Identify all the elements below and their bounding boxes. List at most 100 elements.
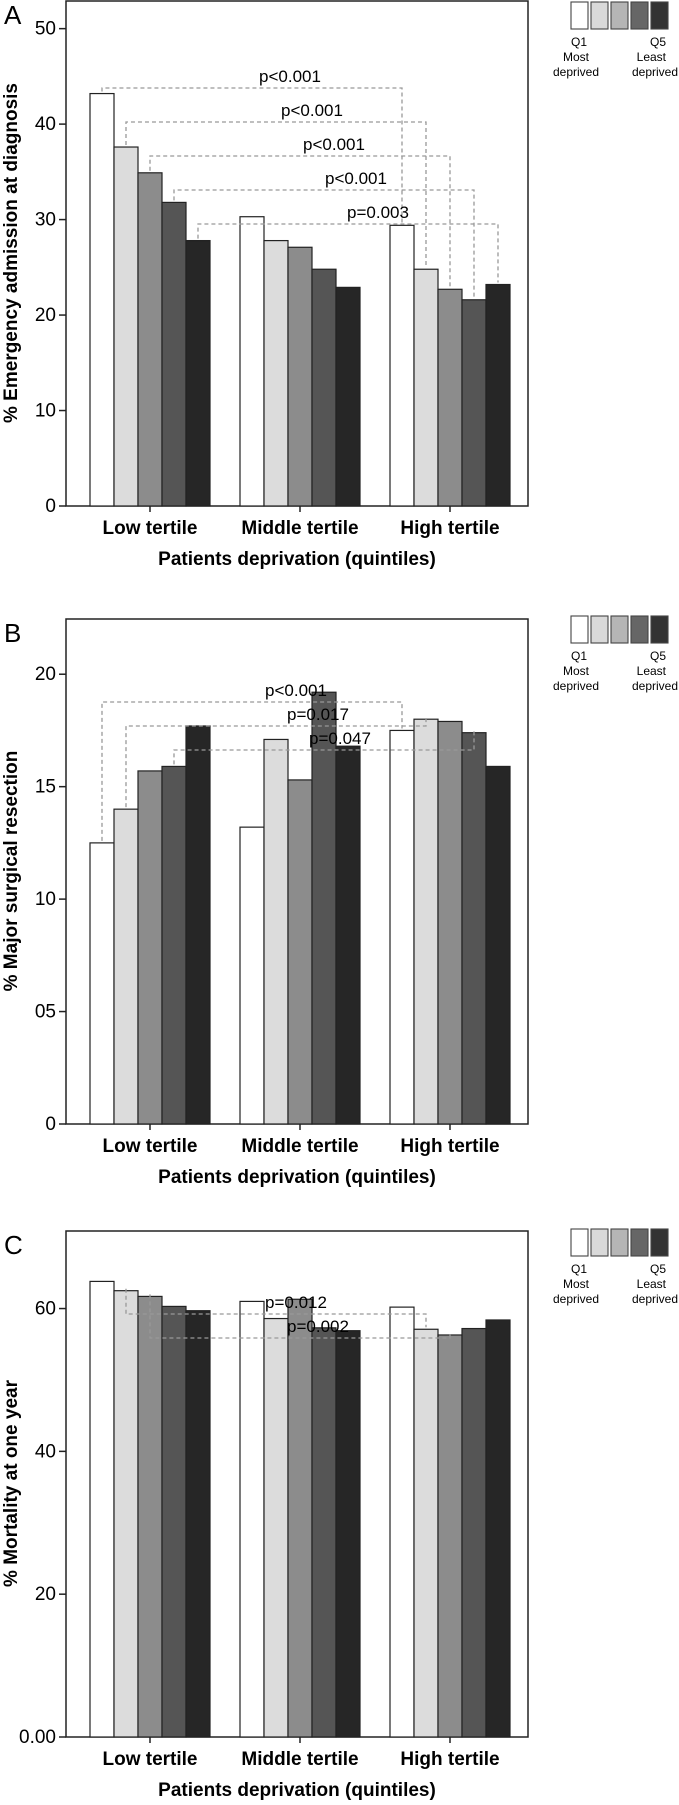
x-tick-label: Low tertile [102,1749,197,1770]
y-tick-label: 30 [35,210,56,231]
y-axis-label: % Mortality at one year [1,1379,22,1587]
legend-swatch-q3 [610,1,629,30]
legend-swatch-q2 [590,1228,609,1257]
bar-q1-high [389,1306,415,1738]
legend-q1-sub1: Most [563,50,590,64]
bar-q3-low [137,770,163,1125]
bar-q1-high [389,224,415,507]
significance-bracket [101,701,403,841]
bar-q4-high [461,299,487,507]
bar-q5-low [185,1310,211,1738]
bar-q1-low [89,842,115,1125]
significance-bracket [125,717,427,808]
bar-q4-low [161,1305,187,1738]
y-tick-label: 05 [35,1002,56,1023]
bar-q2-middle [263,738,289,1125]
p-value-label: p=0.012 [265,1293,327,1312]
bar-q4-low [161,765,187,1125]
bar-q4-high [461,732,487,1125]
legend-q1-sub2: deprived [553,1292,599,1306]
y-tick-label: 0.00 [19,1727,56,1748]
legend-swatch-q4 [630,615,649,644]
legend-q1-label: Q1 [571,649,587,663]
bar-q5-middle [335,745,361,1125]
y-tick-label: 20 [35,305,56,326]
bar-q3-high [437,720,463,1125]
y-tick-label: 60 [35,1299,56,1320]
bar-q5-middle [335,286,361,507]
bar-q4-low [161,201,187,507]
chart-panel-b: B 0 05 10 15 20 % Major surgical resection Low … [1,615,678,1188]
y-tick-label: 40 [35,114,56,135]
legend-q5-sub1: Least [637,664,667,678]
significance-bracket [125,1288,427,1328]
p-value-label: p<0.001 [303,135,365,154]
legend-q1-label: Q1 [571,35,587,49]
bar-q3-low [137,1295,163,1738]
legend-swatch-q2 [590,615,609,644]
bar-q1-middle [239,1300,265,1738]
y-tick-label: 15 [35,777,56,798]
legend-q1-sub2: deprived [553,65,599,79]
legend-swatch-q5 [650,615,669,644]
bar-q2-low [113,808,139,1125]
bar-q2-high [413,718,439,1125]
x-tick-label: High tertile [400,1136,499,1157]
x-axis-label: Patients deprivation (quintiles) [158,1780,436,1800]
p-value-label: p<0.001 [281,101,343,120]
significance-bracket [149,1294,451,1339]
legend-swatch-q5 [650,1228,669,1257]
legend-swatch-q1 [570,1,589,30]
x-tick-label: Middle tertile [241,1136,358,1157]
significance-bracket [173,189,475,298]
bar-q3-middle [287,246,313,507]
y-tick-label: 50 [35,19,56,40]
x-tick-label: Low tertile [102,518,197,539]
x-tick-label: Middle tertile [241,1749,358,1770]
x-axis-label: Patients deprivation (quintiles) [158,1167,436,1188]
p-value-label: p<0.001 [259,67,321,86]
legend-q1-label: Q1 [571,1262,587,1276]
y-tick-label: 20 [35,1584,56,1605]
y-tick-label: 10 [35,889,56,910]
significance-bracket [149,155,451,288]
bar-q4-middle [311,268,337,507]
legend-swatch-q3 [610,615,629,644]
x-tick-label: High tertile [400,518,499,539]
bar-q5-middle [335,1330,361,1738]
chart-panel-c: C 0.00 20 40 60 % Mortality at one year Low te… [1,1228,678,1801]
bar-q3-low [137,172,163,507]
legend-q5-label: Q5 [650,35,666,49]
legend-q5-sub2: deprived [632,679,678,693]
bar-q1-low [89,1280,115,1738]
legend-swatch-q1 [570,1228,589,1257]
x-axis-label: Patients deprivation (quintiles) [158,549,436,570]
bar-q2-high [413,268,439,507]
legend-q5-sub1: Least [637,50,667,64]
bar-q3-high [437,1334,463,1738]
bar-q2-middle [263,1317,289,1738]
bar-q4-middle [311,1327,337,1738]
bar-q2-low [113,1290,139,1738]
p-value-label: p<0.001 [265,681,327,700]
legend-swatch-q4 [630,1,649,30]
bar-q1-middle [239,826,265,1125]
bar-q5-high [485,1319,511,1738]
legend-q1-sub1: Most [563,1277,590,1291]
legend-swatch-q5 [650,1,669,30]
bar-q1-middle [239,216,265,507]
legend-q5-sub2: deprived [632,1292,678,1306]
legend-q5-label: Q5 [650,649,666,663]
x-tick-label: High tertile [400,1749,499,1770]
bar-q5-low [185,239,211,507]
bar-q2-low [113,146,139,507]
legend-q5-label: Q5 [650,1262,666,1276]
y-axis-label: % Emergency admission at diagnosis [1,83,22,423]
y-tick-label: 10 [35,401,56,422]
legend-swatch-q1 [570,615,589,644]
bar-q1-high [389,729,415,1125]
